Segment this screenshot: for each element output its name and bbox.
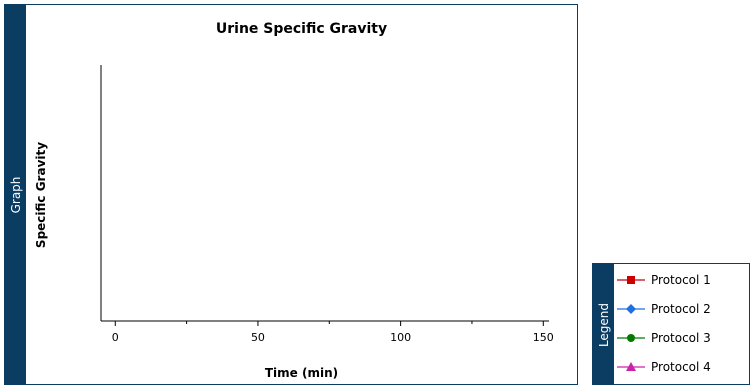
x-tick-label: 150 — [533, 331, 554, 344]
legend-item: Protocol 3 — [617, 330, 711, 346]
legend-item: Protocol 2 — [617, 301, 711, 317]
legend-label: Protocol 2 — [651, 302, 711, 316]
x-tick-label: 100 — [390, 331, 411, 344]
legend-label: Protocol 4 — [651, 360, 711, 374]
square-marker-icon — [617, 276, 645, 284]
x-tick-label: 50 — [251, 331, 265, 344]
triangle-marker-icon — [617, 362, 645, 371]
legend-tab[interactable]: Legend — [593, 264, 614, 384]
legend-item: Protocol 1 — [617, 272, 711, 288]
legend-item: Protocol 4 — [617, 359, 711, 375]
legend-label: Protocol 3 — [651, 331, 711, 345]
graph-tab[interactable]: Graph — [5, 5, 26, 384]
diamond-marker-icon — [617, 304, 645, 314]
legend-panel: Legend Protocol 1 Protocol 2 Protocol 3 Pro… — [592, 263, 750, 385]
chart-title: Urine Specific Gravity — [215, 21, 388, 37]
legend-label: Protocol 1 — [651, 273, 711, 287]
graph-panel: Graph Urine Specific Gravity Specific Gr… — [4, 4, 578, 385]
legend-tab-label: Legend — [596, 302, 611, 348]
circle-marker-icon — [617, 334, 645, 342]
x-tick-label: 0 — [112, 331, 119, 344]
x-axis-label: Time (min) — [264, 366, 339, 380]
chart-plot-area: 0 50 100 150 — [100, 65, 554, 344]
